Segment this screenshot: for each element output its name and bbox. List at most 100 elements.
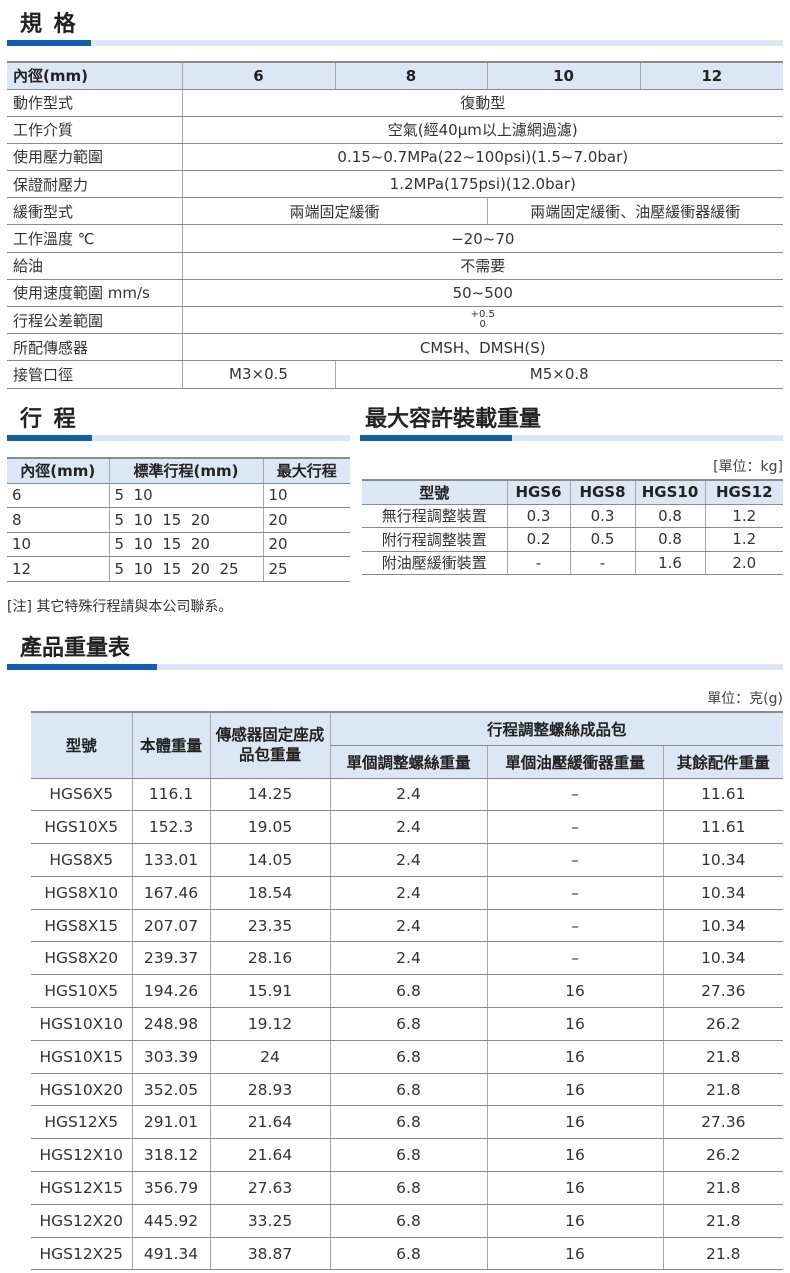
- row-label: 接管口徑: [7, 360, 183, 389]
- table-cell: 21.8: [663, 1171, 783, 1205]
- table-cell: HGS12X20: [31, 1204, 133, 1238]
- row-label: 使用速度範圍 mm/s: [7, 279, 183, 308]
- row-label: 所配傳感器: [7, 333, 183, 362]
- tolerance-upper: +0.5: [470, 309, 495, 321]
- row-label: 使用壓力範圍: [7, 143, 183, 172]
- table-cell: 21.8: [663, 1204, 783, 1238]
- table-cell: 152.3: [132, 810, 211, 845]
- header-other-weight: 其餘配件重量: [663, 745, 783, 779]
- table-row: 使用壓力範圍 0.15~0.7MPa(22~100psi)(1.5~7.0bar): [7, 143, 783, 172]
- table-cell: 0.2: [507, 527, 571, 552]
- header-cell: 12: [640, 61, 783, 90]
- table-row: HGS10X20 352.05 28.93 6.8 16 21.8: [31, 1073, 783, 1107]
- table-row: 給油 不需要: [7, 252, 783, 280]
- value-cell: −20~70: [182, 224, 783, 253]
- header-cell: 6: [182, 61, 336, 90]
- table-cell: 16: [487, 1138, 664, 1173]
- table-cell: 445.92: [132, 1204, 211, 1238]
- header-group: 行程調整螺絲成品包: [330, 711, 783, 746]
- value-cell: 不需要: [182, 252, 783, 280]
- table-row: 工作溫度 ℃ −20~70: [7, 224, 783, 253]
- table-cell: HGS8X15: [31, 909, 133, 943]
- table-cell: 附油壓緩衝裝置: [362, 551, 508, 575]
- table-row: 10 5 10 15 20 20: [7, 532, 350, 557]
- table-cell: 491.34: [132, 1237, 211, 1271]
- table-cell: 11.61: [663, 778, 783, 812]
- table-cell: 5 10 15 20 25: [109, 556, 264, 582]
- load-table: 型號 HGS6 HGS8 HGS10 HGS12 無行程調整裝置 0.3 0.3 0.8 1.2…: [362, 479, 783, 575]
- table-cell: 6.8: [330, 974, 488, 1009]
- table-row: HGS10X5 194.26 15.91 6.8 16 27.36: [31, 974, 783, 1009]
- table-cell: 16: [487, 1237, 664, 1271]
- weight-title-underline: [7, 664, 783, 670]
- table-cell: HGS10X20: [31, 1073, 133, 1107]
- table-cell: -: [570, 551, 636, 575]
- weight-unit: 單位：克(g): [707, 691, 783, 707]
- table-cell: HGS8X5: [31, 843, 133, 877]
- table-cell: 附行程調整裝置: [362, 527, 508, 552]
- table-cell: 2.0: [705, 551, 783, 575]
- header-cell: 最大行程: [263, 457, 350, 484]
- header-sensor-weight: 傳感器固定座成品包重量: [210, 711, 331, 779]
- table-row: 附行程調整裝置 0.2 0.5 0.8 1.2: [362, 527, 783, 552]
- table-cell: 352.05: [132, 1073, 211, 1107]
- table-cell: 16: [487, 1171, 664, 1205]
- table-cell: 27.63: [210, 1171, 331, 1205]
- header-absorber-weight: 單個油壓緩衝器重量: [487, 745, 664, 779]
- table-cell: 2.4: [330, 778, 488, 812]
- table-cell: 6.8: [330, 1105, 488, 1140]
- table-cell: 25: [263, 556, 350, 582]
- table-cell: HGS10X5: [31, 810, 133, 845]
- table-cell: 239.37: [132, 941, 211, 976]
- table-row: HGS12X5 291.01 21.64 6.8 16 27.36: [31, 1105, 783, 1140]
- table-cell: HGS12X25: [31, 1237, 133, 1271]
- table-cell: 16: [487, 1040, 664, 1074]
- spec-table: 內徑(mm) 6 8 10 12 動作型式 復動型 工作介質 空氣(經40μm以上濾網過濾) 使…: [7, 61, 783, 389]
- table-cell: 16: [487, 1007, 664, 1041]
- table-cell: 28.93: [210, 1073, 331, 1107]
- table-cell: 28.16: [210, 941, 331, 976]
- value-cell: 空氣(經40μm以上濾網過濾): [182, 116, 783, 144]
- table-cell: 0.8: [635, 527, 706, 552]
- table-cell: –: [487, 810, 664, 845]
- table-cell: 38.87: [210, 1237, 331, 1271]
- table-cell: 116.1: [132, 778, 211, 812]
- table-cell: 2.4: [330, 876, 488, 910]
- table-cell: 1.2: [705, 504, 783, 528]
- row-label: 緩衝型式: [7, 197, 183, 226]
- table-row: 附油壓緩衝裝置 - -1.6 2.0: [362, 551, 783, 575]
- table-cell: 21.8: [663, 1073, 783, 1107]
- table-cell: 21.64: [210, 1138, 331, 1173]
- table-cell: 6.8: [330, 1040, 488, 1074]
- table-row: 緩衝型式 兩端固定緩衝 兩端固定緩衝、油壓緩衝器緩衝: [7, 197, 783, 226]
- header-screw-weight: 單個調整螺絲重量: [330, 745, 488, 779]
- header-cell: HGS10: [635, 479, 706, 505]
- header-cell: 內徑(mm): [7, 457, 110, 484]
- table-cell: –: [487, 778, 664, 812]
- table-cell: 11.61: [663, 810, 783, 845]
- header-cell: 10: [487, 61, 641, 90]
- table-cell: 27.36: [663, 1105, 783, 1140]
- weight-title: 產品重量表: [20, 636, 131, 661]
- value-cell: 0.15~0.7MPa(22~100psi)(1.5~7.0bar): [182, 143, 783, 172]
- table-cell: 0.5: [570, 527, 636, 552]
- table-row: HGS6X5 116.1 14.25 2.4–11.61: [31, 778, 783, 812]
- table-cell: 14.25: [210, 778, 331, 812]
- table-cell: HGS12X5: [31, 1105, 133, 1140]
- table-cell: 26.2: [663, 1138, 783, 1173]
- table-cell: 8: [7, 507, 110, 533]
- value-cell: M5×0.8: [335, 360, 783, 389]
- table-cell: 18.54: [210, 876, 331, 910]
- stroke-title: 行 程: [20, 407, 78, 432]
- table-cell: 0.3: [507, 504, 571, 528]
- table-cell: 16: [487, 1204, 664, 1238]
- table-cell: 16: [487, 1073, 664, 1107]
- tolerance-lower: 0: [479, 319, 486, 331]
- table-cell: –: [487, 941, 664, 976]
- table-cell: -: [507, 551, 571, 575]
- table-row: HGS8X10 167.46 18.54 2.4–10.34: [31, 876, 783, 910]
- load-unit: [單位：kg]: [713, 459, 783, 475]
